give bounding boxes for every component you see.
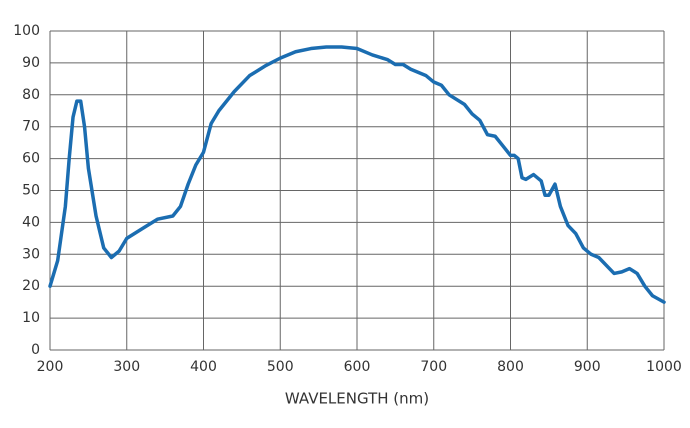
- y-tick-label: 10: [22, 310, 40, 326]
- y-tick-label: 60: [22, 151, 40, 167]
- y-tick-label: 70: [22, 119, 40, 135]
- x-tick-label: 800: [497, 359, 524, 375]
- y-tick-label: 20: [22, 278, 40, 294]
- x-tick-label: 500: [267, 359, 294, 375]
- x-tick-label: 1000: [646, 359, 682, 375]
- y-tick-label: 40: [22, 214, 40, 230]
- x-tick-label: 200: [37, 359, 64, 375]
- y-tick-label: 0: [31, 342, 40, 358]
- x-tick-label: 400: [190, 359, 217, 375]
- y-tick-label: 30: [22, 246, 40, 262]
- y-tick-label: 50: [22, 183, 40, 199]
- x-tick-label: 900: [574, 359, 601, 375]
- y-tick-label: 80: [22, 87, 40, 103]
- x-tick-label: 300: [113, 359, 140, 375]
- y-tick-label: 100: [13, 23, 40, 39]
- x-tick-label: 700: [420, 359, 447, 375]
- y-tick-label: 90: [22, 55, 40, 71]
- x-tick-label: 600: [344, 359, 371, 375]
- line: [48, 45, 666, 304]
- x-axis-label: WAVELENGTH (nm): [285, 390, 429, 408]
